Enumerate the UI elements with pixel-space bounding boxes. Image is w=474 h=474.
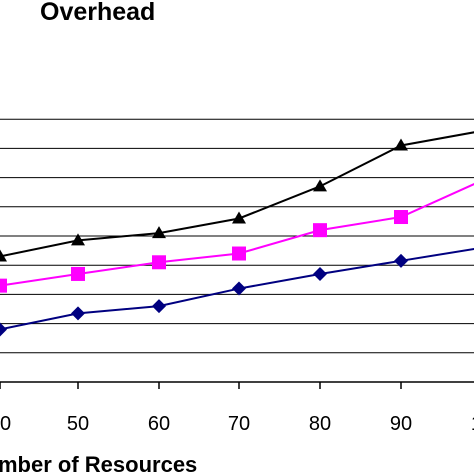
x-tick-label: 0 [0, 413, 11, 435]
data-point-diamond [152, 299, 166, 314]
x-tick-label: 50 [67, 413, 89, 435]
data-point-square [313, 223, 327, 238]
series-layer [0, 131, 474, 337]
x-tick-label: 80 [309, 413, 331, 435]
x-tick-label: 10 [471, 413, 474, 435]
data-point-diamond [232, 281, 246, 296]
data-point-triangle [313, 179, 327, 192]
data-point-triangle [0, 249, 7, 262]
x-tick-label: 90 [390, 413, 412, 435]
gridlines [0, 118, 474, 354]
data-point-square [71, 266, 85, 281]
chart-title: Overhead [40, 0, 155, 26]
data-point-square [152, 255, 166, 270]
data-point-square [394, 210, 408, 225]
axes [0, 381, 474, 389]
x-tick-labels: 0 50 60 70 80 90 10 [0, 413, 474, 435]
data-point-diamond [71, 306, 85, 321]
data-point-diamond [313, 266, 327, 281]
data-point-triangle [71, 233, 85, 246]
x-tick-label: 70 [228, 413, 250, 435]
data-point-triangle [152, 226, 166, 239]
data-point-triangle [394, 138, 408, 151]
data-point-square [0, 278, 7, 293]
data-point-square [232, 246, 246, 261]
data-point-triangle [232, 211, 246, 224]
data-point-diamond [0, 322, 7, 337]
x-axis-label: mber of Resources [0, 452, 197, 474]
data-point-diamond [394, 253, 408, 268]
x-tick-label: 60 [148, 413, 170, 435]
